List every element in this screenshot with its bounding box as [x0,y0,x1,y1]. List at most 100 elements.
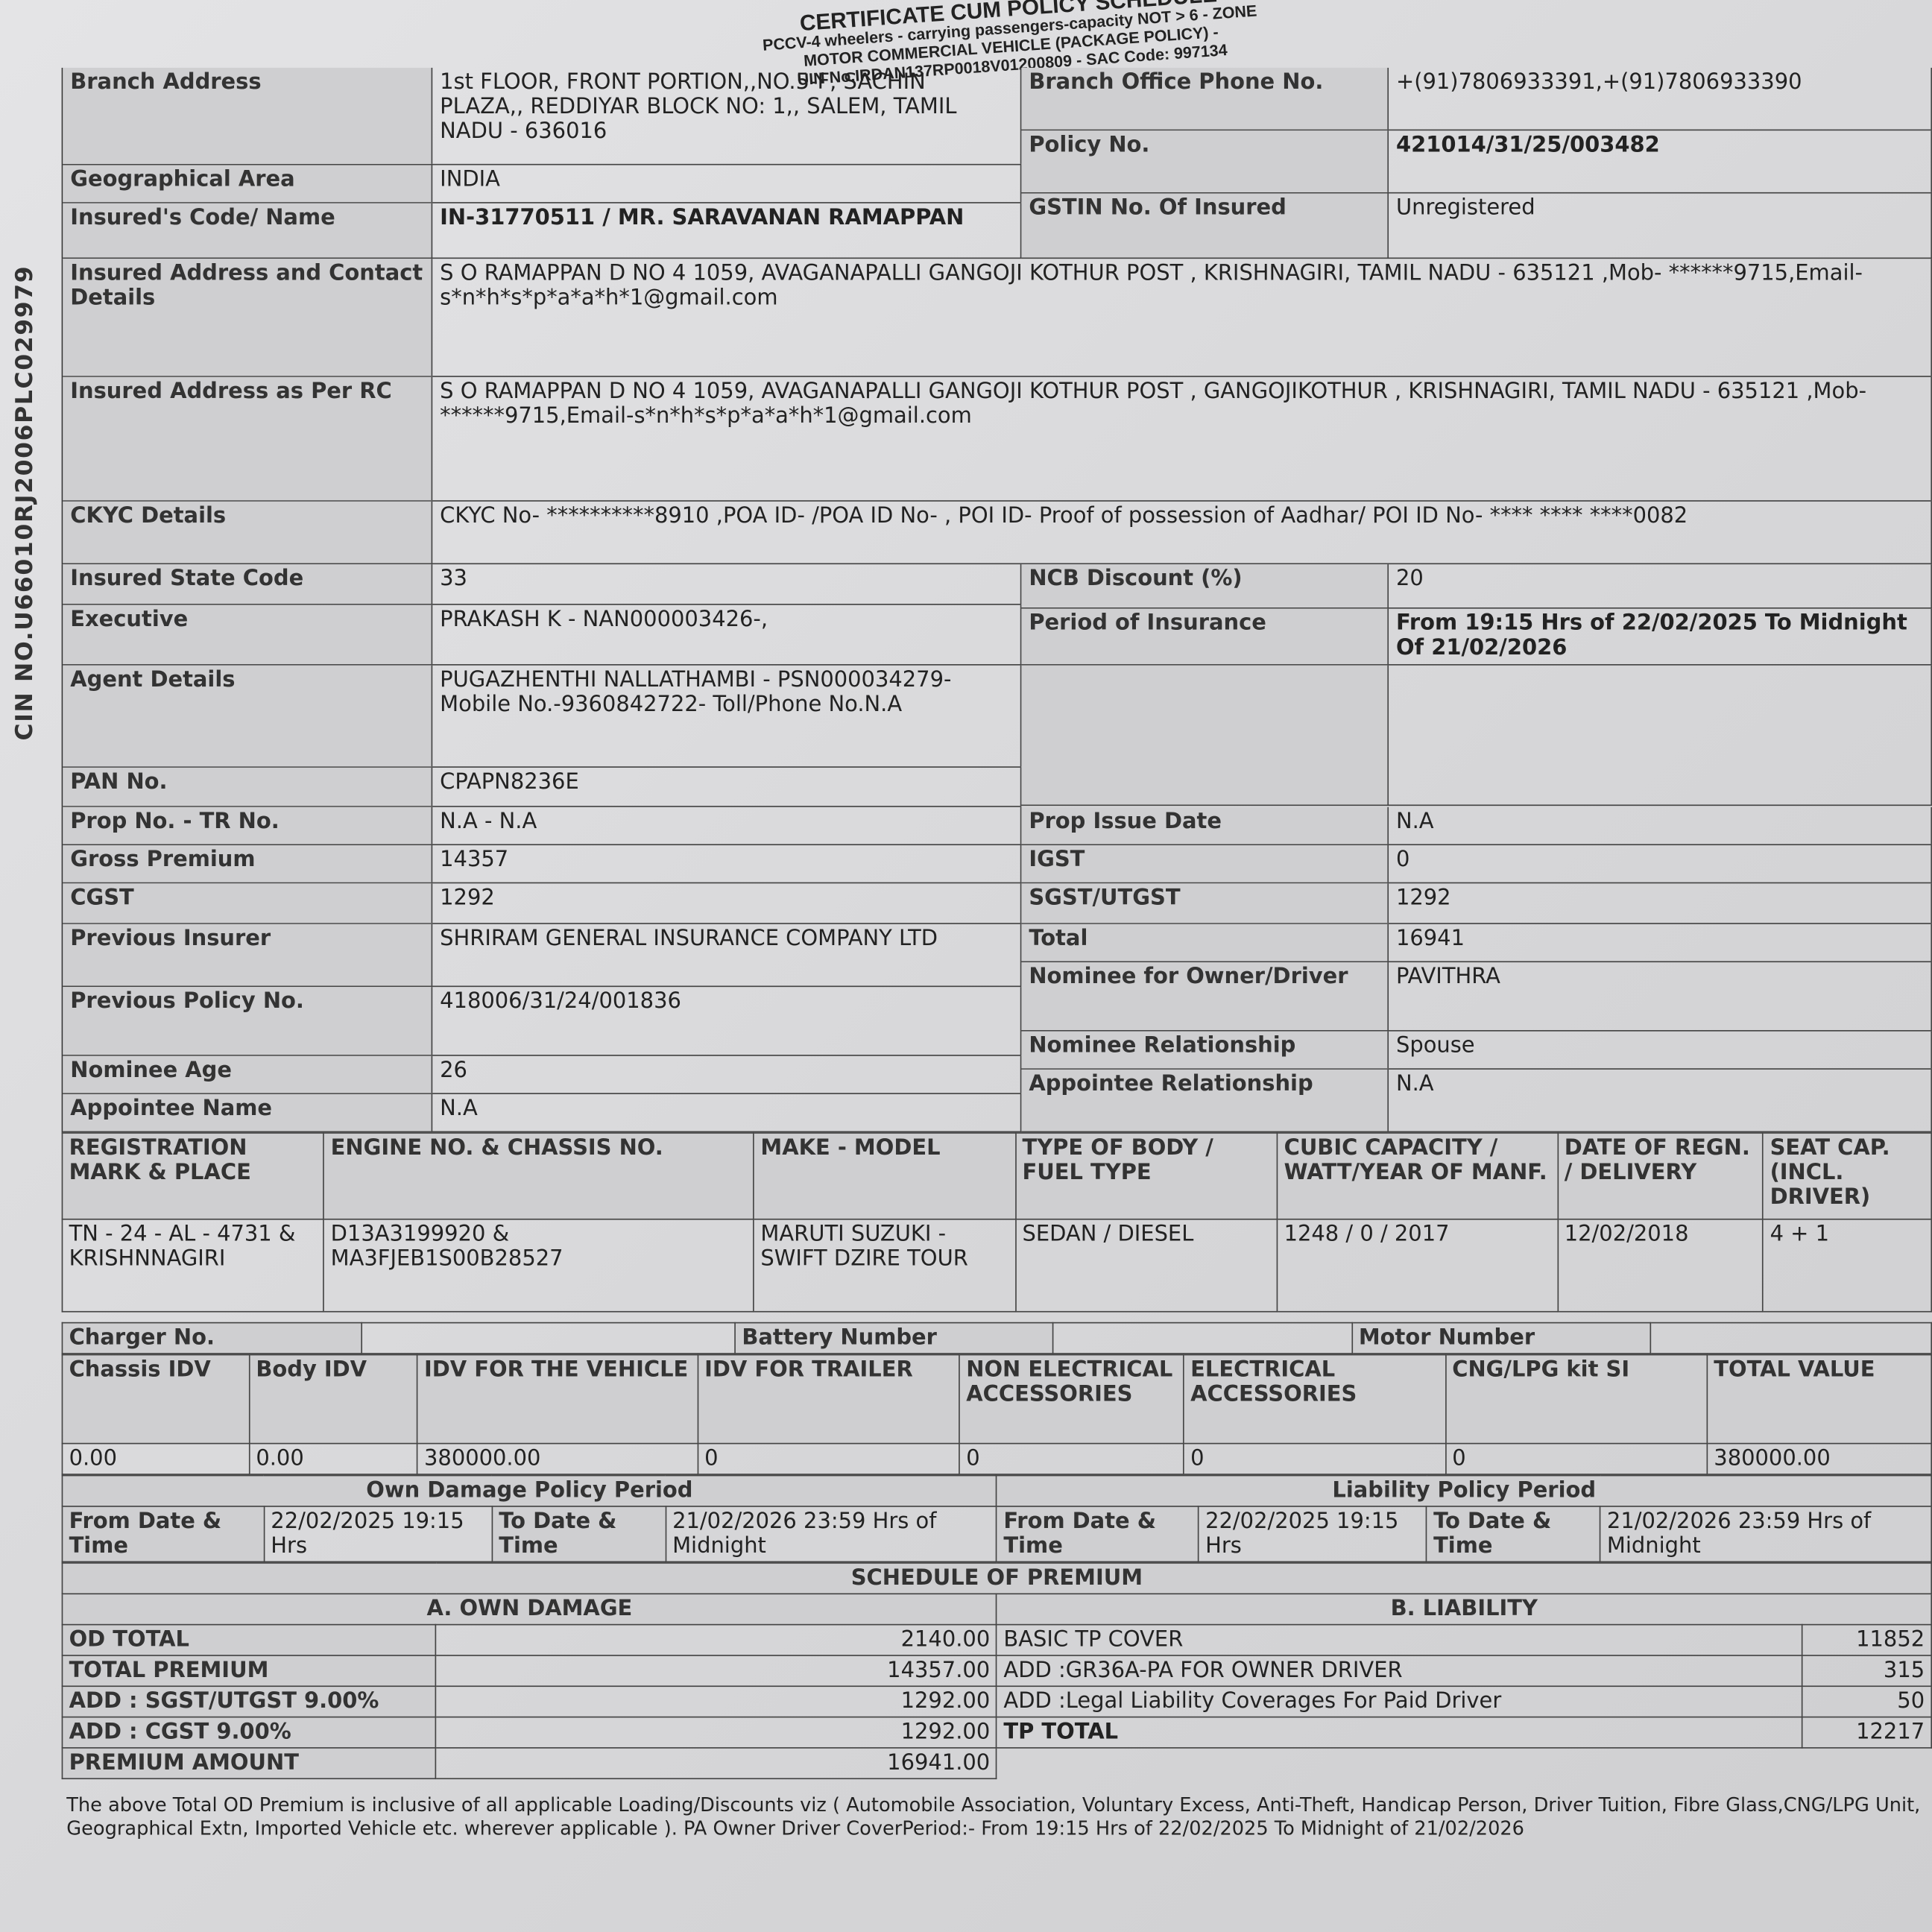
field-value: 0 [1389,845,1932,883]
field-label: Insured State Code [63,564,433,604]
column-header: Body IDV [248,1354,418,1445]
field-row: Nominee Relationship Spouse [1021,1031,1932,1070]
field-label: Appointee Relationship [1021,1069,1389,1131]
right-column: Prop Issue Date N.A IGST 0 SGST/UTGST 1292 Tot… [1021,806,1932,1133]
field-label: IGST [1021,845,1389,883]
left-column: Prop No. - TR No. N.A - N.A Gross Premium 1… [63,806,1022,1133]
field-row: Gross Premium 14357 [63,845,1022,884]
cell: TN - 24 - AL - 4731 & KRISHNNAGIRI [61,1218,325,1313]
field-row: Total 16941 [1021,924,1932,963]
field-value: PUGAZHENTHI NALLATHAMBI - PSN000034279- … [432,665,1022,767]
column-header: TYPE OF BODY / FUEL TYPE [1014,1132,1278,1220]
field-label: Prop No. - TR No. [63,806,433,845]
field-value: IN-31770511 / MR. SARAVANAN RAMAPPAN [432,203,1022,258]
liability-period-title: Liability Policy Period [996,1474,1932,1507]
od-value: 1292.00 [435,1685,998,1718]
field-value: Spouse [1389,1031,1932,1069]
field-row: PAN No. CPAPN8236E [63,767,1022,807]
full-width-section: Insured Address and Contact Details S O R… [61,259,1932,565]
tp-label: BASIC TP COVER [996,1623,1803,1656]
field-label: Insured Address and Contact Details [63,259,433,376]
period-cell: 21/02/2026 23:59 Hrs of Midnight [1600,1506,1932,1563]
field-row: Branch Address 1st FLOOR, FRONT PORTION,,… [63,67,1022,165]
field-label: PAN No. [63,767,433,806]
cell: 1248 / 0 / 2017 [1276,1218,1559,1313]
policy-period-table: Own Damage Policy Period Liability Policy… [61,1474,1932,1563]
period-cell: 21/02/2026 23:59 Hrs of Midnight [665,1506,998,1563]
field-label: Gross Premium [63,845,433,883]
field-value: 16941 [1389,924,1932,962]
cell: 12/02/2018 [1556,1218,1764,1313]
field-row: Prop Issue Date N.A [1021,806,1932,846]
field-row: Appointee Name N.A [63,1093,1022,1133]
charger-label: Charger No. [61,1322,362,1354]
od-label: TOTAL PREMIUM [61,1655,437,1688]
field-row: Executive PRAKASH K - NAN000003426-, [63,604,1022,666]
column-header: CUBIC CAPACITY / WATT/YEAR OF MANF. [1276,1132,1559,1220]
field-value: 20 [1389,564,1932,607]
cell: 0 [1183,1442,1446,1475]
od-label: OD TOTAL [61,1623,437,1656]
premium-note: The above Total OD Premium is inclusive … [66,1793,1921,1840]
left-column: Insured State Code 33 Executive PRAKASH K -… [63,564,1022,807]
section: Branch Address 1st FLOOR, FRONT PORTION,,… [61,67,1932,259]
field-row: Appointee Relationship N.A [1021,1069,1932,1133]
field-value: Unregistered [1389,193,1932,258]
field-row: NCB Discount (%) 20 [1021,564,1932,609]
period-cell: 22/02/2025 19:15 Hrs [1198,1506,1427,1563]
field-value: N.A [1389,1069,1932,1131]
od-label: ADD : CGST 9.00% [61,1716,437,1749]
od-value: 14357.00 [435,1655,998,1688]
tp-value: 315 [1801,1655,1932,1688]
battery-value [1052,1322,1353,1354]
cell: SEDAN / DIESEL [1014,1218,1278,1313]
field-value: S O RAMAPPAN D NO 4 1059, AVAGANAPALLI G… [432,259,1932,376]
policy-schedule: Branch Address 1st FLOOR, FRONT PORTION,,… [61,67,1932,1856]
column-header: TOTAL VALUE [1706,1354,1932,1445]
field-row: Prop No. - TR No. N.A - N.A [63,806,1022,846]
field-value: 33 [432,564,1022,604]
od-value: 16941.00 [435,1747,998,1780]
field-row: Agent Details PUGAZHENTHI NALLATHAMBI - P… [63,665,1022,768]
cell: D13A3199920 & MA3FJEB1S00B28527 [323,1218,755,1313]
cell: 0.00 [61,1442,250,1475]
field-row: Nominee Age 26 [63,1055,1022,1094]
cell: 0 [1445,1442,1708,1475]
field-label: Geographical Area [63,165,433,203]
field-value: N.A [432,1093,1022,1131]
value-row: 0.00 0.00 380000.00 0 0 0 0 380000.00 [61,1442,1932,1475]
cell: 0 [959,1442,1184,1475]
field-row: Previous Policy No. 418006/31/24/001836 [63,987,1022,1056]
premium-row: OD TOTAL 2140.00 BASIC TP COVER 11852 [61,1623,1932,1656]
field-value: SHRIRAM GENERAL INSURANCE COMPANY LTD [432,924,1022,986]
tp-label: ADD :Legal Liability Coverages For Paid … [996,1685,1803,1718]
field-row: Policy No. 421014/31/25/003482 [1021,130,1932,194]
field-row: CGST 1292 [63,883,1022,924]
cin-number: CIN NO.U66010RJ2006PLC029979 [10,265,39,741]
own-damage-period-title: Own Damage Policy Period [61,1474,998,1507]
field-value: 14357 [432,845,1022,883]
field-label: Nominee for Owner/Driver [1021,962,1389,1030]
field-value: INDIA [432,165,1022,203]
own-damage-title: A. OWN DAMAGE [61,1593,998,1626]
period-cell: To Date & Time [491,1506,666,1563]
field-row: SGST/UTGST 1292 [1021,883,1932,924]
field-label: CGST [63,883,433,924]
section: Insured State Code 33 Executive PRAKASH K -… [61,564,1932,807]
right-column: Branch Office Phone No. +(91)7806933391,+… [1021,67,1932,259]
header-row: REGISTRATION MARK & PLACE ENGINE NO. & CH… [61,1132,1932,1220]
column-header: REGISTRATION MARK & PLACE [61,1132,325,1220]
od-value: 2140.00 [435,1623,998,1656]
field-label: Nominee Age [63,1055,433,1093]
period-cell: From Date & Time [996,1506,1199,1563]
field-value: S O RAMAPPAN D NO 4 1059, AVAGANAPALLI G… [432,376,1932,501]
tp-label: ADD :GR36A-PA FOR OWNER DRIVER [996,1655,1803,1688]
battery-label: Battery Number [734,1322,1054,1354]
field-value: 1st FLOOR, FRONT PORTION,,NO.5-F, SACHIN… [432,67,1022,164]
premium-row: PREMIUM AMOUNT 16941.00 [61,1747,1931,1780]
empty-cell [997,1748,1931,1778]
column-header: IDV FOR TRAILER [697,1354,960,1445]
period-value-row: From Date & Time 22/02/2025 19:15 Hrs To D… [61,1506,1932,1563]
field-row: Insured Address and Contact Details S O R… [63,259,1932,377]
